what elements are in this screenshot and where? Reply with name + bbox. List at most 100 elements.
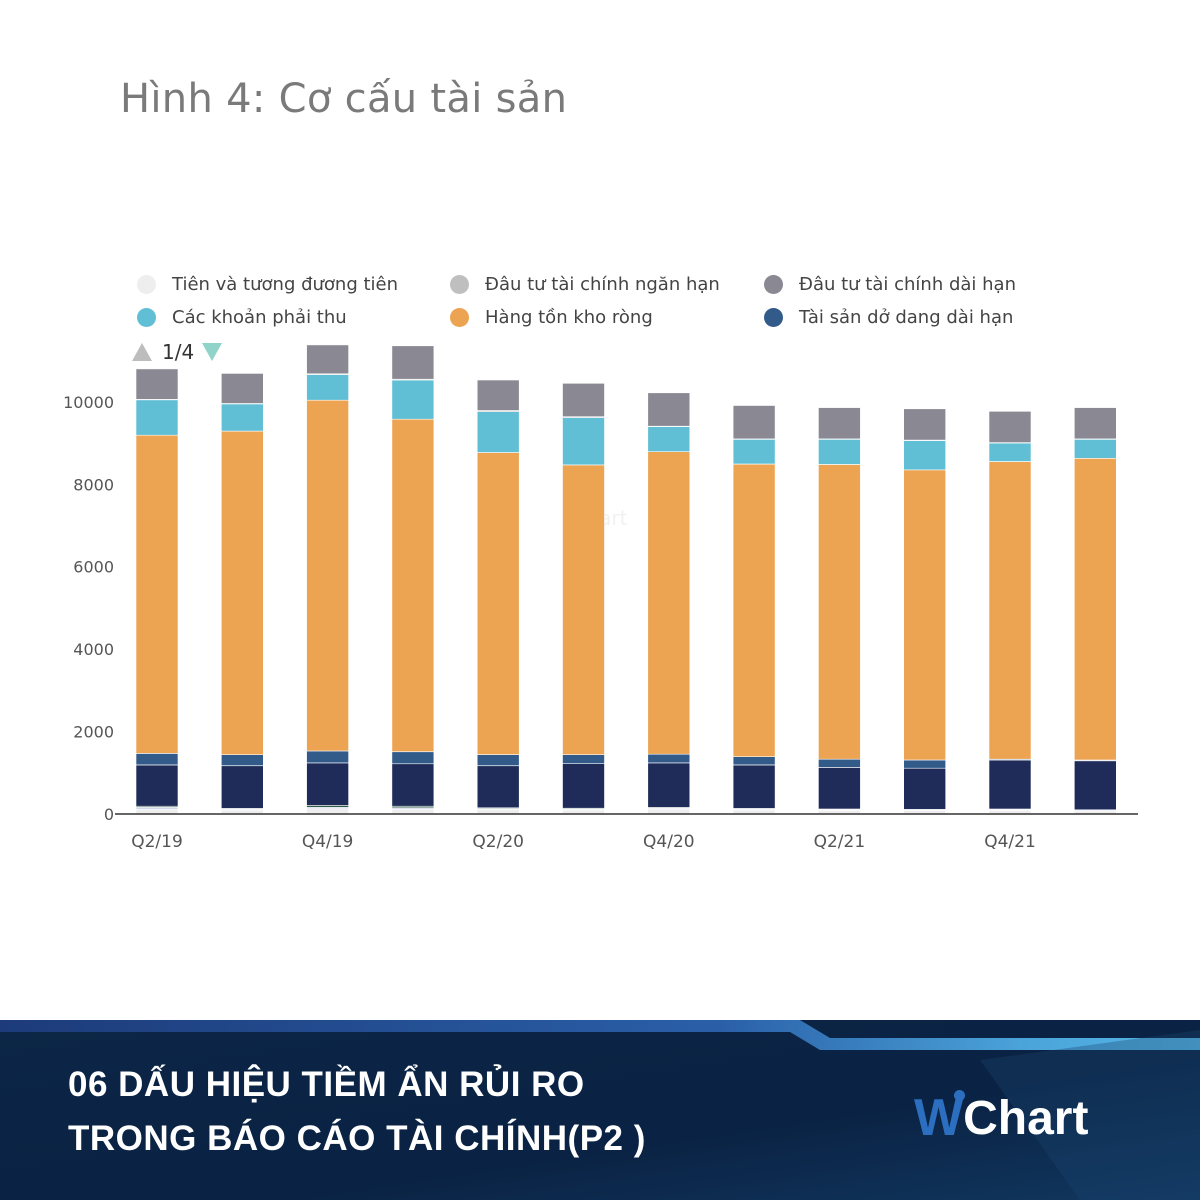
y-tick-label: 8000: [73, 475, 114, 494]
bar-segment: [476, 765, 520, 809]
bar-stack-q4-19: [306, 344, 349, 815]
bar-segment: [1074, 438, 1117, 459]
bar-segment: [903, 440, 947, 471]
legend-item-short-term-investment[interactable]: Đâu tư tài chính ngăn hạn: [450, 274, 720, 295]
y-tick-label: 0: [104, 805, 114, 824]
bar-segment: [135, 753, 179, 766]
bar-segment: [221, 403, 264, 432]
bar-segment: [988, 461, 1032, 760]
legend-item-receivables[interactable]: Các khoản phải thu: [137, 307, 347, 328]
bar-segment: [903, 767, 947, 810]
bar-segment: [988, 759, 1032, 810]
bar-segment: [732, 405, 776, 440]
bar-segment: [135, 764, 179, 807]
bar-stack-q2-21: [818, 407, 861, 815]
bar-segment: [135, 434, 179, 754]
legend-label: Các khoản phải thu: [172, 307, 347, 328]
bar-segment: [903, 408, 947, 441]
figure-title: Hình 4: Cơ cấu tài sản: [120, 76, 568, 122]
bar-segment: [135, 399, 179, 436]
bar-segment: [476, 754, 520, 766]
legend-dot-icon: [764, 275, 783, 294]
wichart-logo: W Chart: [914, 1088, 1088, 1148]
bar-segment: [818, 407, 861, 440]
legend-label: Hàng tồn kho ròng: [485, 307, 653, 328]
x-tick-label: Q2/19: [131, 832, 183, 852]
bar-segment: [221, 430, 264, 756]
x-tick-label: Q4/19: [302, 832, 354, 852]
footer-banner: [0, 1020, 1200, 1200]
page-up-icon[interactable]: [132, 343, 152, 361]
y-tick-label: 2000: [73, 723, 114, 742]
bar-segment: [476, 452, 520, 755]
bar-stack-q1-21: [732, 405, 776, 815]
legend-dot-icon: [137, 275, 156, 294]
x-tick-label: Q4/20: [643, 832, 695, 852]
bar-stack-q1-20: [391, 345, 435, 815]
page-down-icon[interactable]: [202, 343, 223, 361]
bar-segment: [221, 754, 264, 766]
bar-segment: [647, 762, 691, 808]
legend-dot-icon: [450, 275, 469, 294]
bar-segment: [391, 345, 435, 380]
logo-w-mark: W: [914, 1089, 966, 1147]
legend-item-long-term-investment[interactable]: Đâu tư tài chính dài hạn: [764, 274, 1016, 295]
bar-segment: [562, 754, 605, 764]
bar-segment: [818, 767, 861, 810]
banner-stripe: [0, 1020, 1200, 1050]
bar-segment: [135, 368, 179, 400]
bar-layer: [135, 344, 1117, 815]
logo-text: Chart: [963, 1091, 1089, 1145]
legend-item-inventory[interactable]: Hàng tồn kho ròng: [450, 307, 653, 328]
legend-label: Tiên và tương đương tiên: [172, 274, 399, 295]
bar-stack-q3-20: [562, 382, 605, 815]
legend-label: Đâu tư tài chính ngăn hạn: [485, 274, 720, 295]
y-tick-label: 4000: [73, 640, 114, 659]
legend-item-construction-in-progress[interactable]: Tài sản dở dang dài hạn: [764, 307, 1013, 328]
bar-segment: [732, 463, 776, 758]
y-tick-label: 6000: [73, 558, 114, 577]
bar-segment: [391, 763, 435, 807]
pager-text: 1/4: [162, 340, 195, 364]
bar-segment: [306, 750, 349, 764]
bar-stack-q3-21: [903, 408, 947, 815]
bar-stack-q1-22: [1074, 407, 1117, 815]
bar-stack-q2-20: [476, 379, 520, 815]
bar-segment: [391, 751, 435, 765]
bar-stack-q4-21: [988, 410, 1032, 815]
banner-glow: [980, 1030, 1200, 1200]
bar-segment: [647, 426, 691, 453]
bar-segment: [562, 417, 605, 466]
y-tick-label: 10000: [63, 393, 114, 412]
bar-segment: [476, 379, 520, 411]
bar-segment: [1074, 760, 1117, 811]
legend-label: Tài sản dở dang dài hạn: [799, 307, 1014, 328]
bar-segment: [1074, 407, 1117, 440]
legend-dot-icon: [764, 308, 783, 327]
bar-stack-q2-19: [135, 368, 179, 815]
bar-segment: [391, 418, 435, 753]
bar-segment: [391, 379, 435, 420]
legend-pager: 1/4: [132, 340, 223, 364]
bar-segment: [647, 392, 691, 427]
bar-segment: [221, 373, 264, 404]
bar-segment: [306, 399, 349, 752]
banner-title: 06 DẤU HIỆU TIỀM ẨN RỦI RO TRONG BÁO CÁO…: [68, 1058, 646, 1166]
bar-segment: [476, 411, 520, 453]
bar-segment: [732, 438, 776, 465]
bar-segment: [1074, 457, 1117, 761]
x-tick-label: Q2/20: [472, 832, 524, 852]
bar-segment: [306, 762, 349, 806]
legend-item-cash[interactable]: Tiên và tương đương tiên: [137, 274, 398, 295]
bar-segment: [562, 464, 605, 755]
banner-title-line-2: TRONG BÁO CÁO TÀI CHÍNH(P2 ): [68, 1119, 646, 1158]
bar-segment: [562, 382, 605, 417]
legend-dot-icon: [137, 308, 156, 327]
legend-dot-icon: [450, 308, 469, 327]
bar-segment: [903, 469, 947, 761]
bar-segment: [732, 764, 776, 809]
bar-segment: [221, 765, 264, 809]
bar-segment: [306, 374, 349, 401]
bar-segment: [306, 808, 349, 815]
